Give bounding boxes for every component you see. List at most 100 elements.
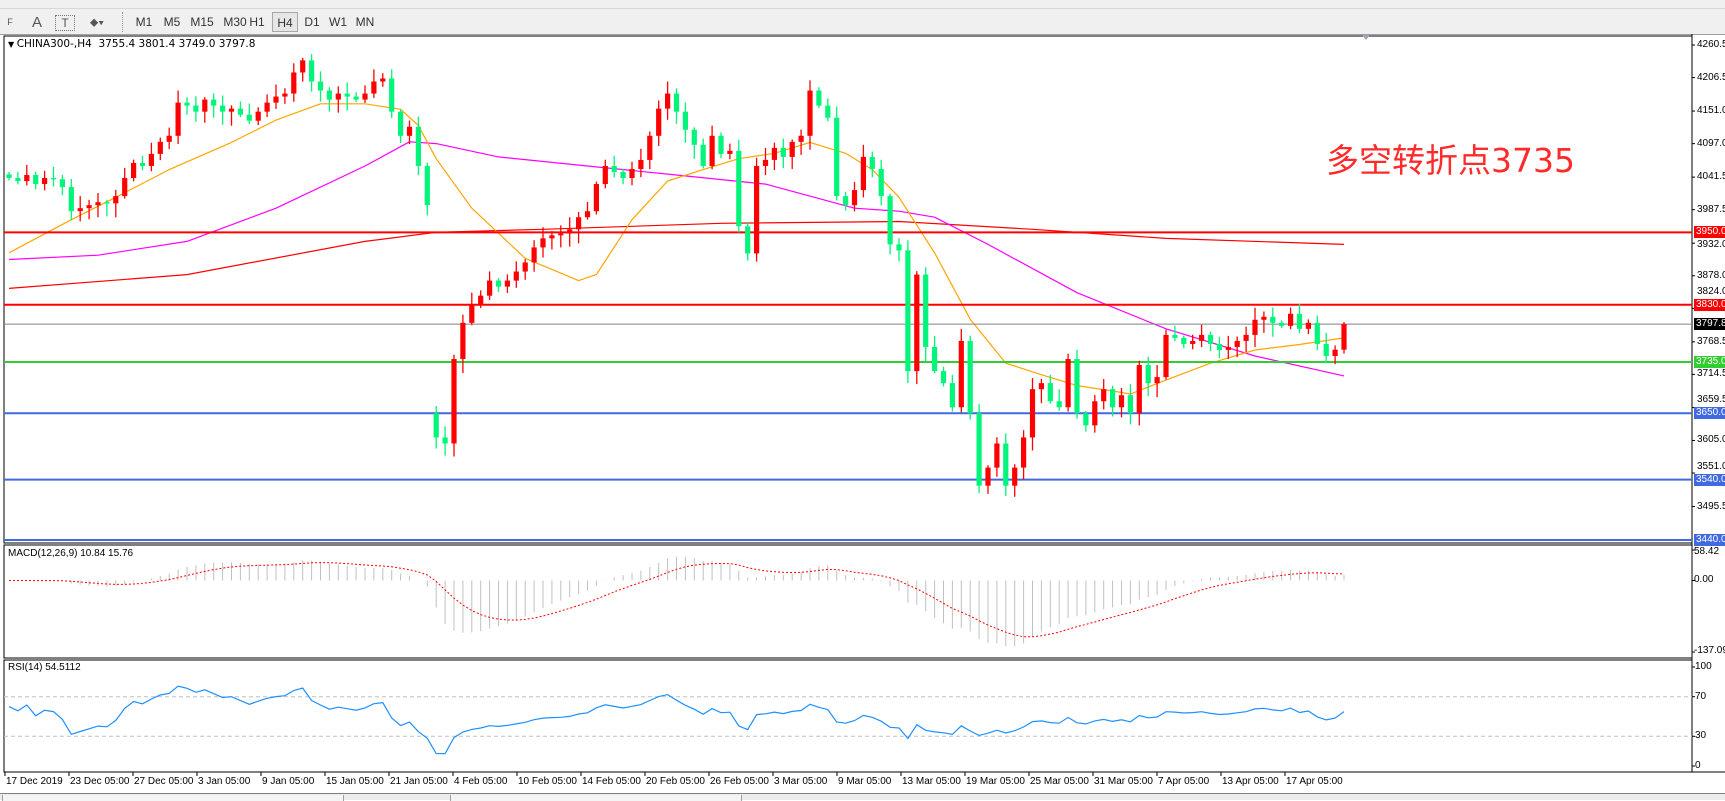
candle-body [789,141,795,157]
candle [1101,379,1107,410]
candle-body [1181,337,1187,344]
chart-tab[interactable] [450,795,742,801]
candle-body [15,178,21,182]
candle-body [1323,343,1329,356]
price-tick-label: 3659.5 [1697,394,1725,406]
price-tick-label: 3714.5 [1697,368,1725,380]
candle [851,181,858,212]
candle [1021,430,1027,480]
candle [433,406,439,449]
candle-body [42,178,48,185]
candle-body [665,93,671,109]
timeframe-button-d1[interactable]: D1 [304,15,320,29]
timeframe-button-m15[interactable]: M15 [190,15,214,29]
candle [1029,378,1036,451]
price-tick-label: 4260.5 [1697,39,1725,50]
candle [1136,360,1142,426]
candle [807,80,813,150]
timeframe-button-mn[interactable]: MN [355,15,375,29]
candle [522,259,528,280]
candle-body [1305,322,1311,329]
candle [148,142,154,172]
candle-body [967,340,973,414]
timeframe-button-m30[interactable]: M30 [223,15,247,29]
candle [576,211,582,244]
candle [442,426,448,456]
candle-body [104,202,110,204]
candle-body [540,238,546,248]
candle-body [415,126,421,166]
price-tick-label: 3605.0 [1697,434,1725,446]
time-axis-label: 17 Dec 2019 [6,776,63,787]
candle-body [843,196,849,206]
candle [958,328,964,413]
candle [1314,315,1320,351]
periods-grid-label: F [7,17,13,27]
candle [237,101,243,118]
time-axis-label: 9 Jan 05:00 [262,776,315,787]
candle [1190,334,1196,350]
candle-body [122,178,128,197]
collapse-triangle-icon[interactable]: ▼ [8,40,17,49]
timeframe-button-m5[interactable]: M5 [163,15,181,29]
candle-body [638,159,644,169]
timeframe-button-h4[interactable]: H4 [272,12,298,32]
candle [50,166,57,187]
periods-grid-icon[interactable]: F [2,12,18,32]
candle-body [584,211,591,218]
candle-body [202,99,208,112]
candle-body [246,114,252,121]
text-label-tool-icon[interactable]: T [55,15,75,31]
candle-body [1127,395,1133,414]
candle [531,240,537,272]
candle [932,335,938,374]
candle [175,90,181,144]
candle-body [273,96,279,103]
candle [1305,319,1311,335]
candle [976,404,982,493]
main-price-panel [3,35,1693,544]
candle-body [184,102,190,106]
candle-body [255,111,261,121]
chart-tab[interactable] [2,795,344,801]
candle-body [1101,389,1107,402]
candle [139,155,146,171]
candle [1207,331,1214,352]
candle-body [1038,383,1044,390]
candle [255,107,261,126]
candle [211,93,217,118]
timeframe-button-h1[interactable]: H1 [249,15,265,29]
candle-body [1047,383,1053,402]
candle [1216,336,1222,359]
macd-axis-label: 0.00 [1694,574,1714,586]
time-axis-label: 13 Apr 05:00 [1222,776,1279,787]
candle-body [905,250,911,372]
candle-body [1163,334,1169,378]
candle-body [406,126,413,136]
candle [451,354,457,457]
candle-body [656,108,662,136]
candle-body [237,108,243,115]
candle [1092,394,1098,433]
chart-toolbar: F A T ⬥▾ M1 M5 M15 M30 H1 H4 D1 W1 MN [0,9,1725,35]
candle [362,85,368,103]
time-axis-label: 20 Feb 05:00 [646,776,705,787]
candle [246,103,252,125]
candle [309,54,315,92]
candle [1110,385,1116,417]
candle [131,159,137,182]
candle [86,199,92,220]
arrows-tool-icon[interactable]: ⬥▾ [89,14,105,29]
candle [282,88,288,104]
candle [558,225,564,248]
candle-body [1288,313,1294,326]
timeframe-button-w1[interactable]: W1 [329,15,347,29]
candle [985,465,991,494]
candle [1038,378,1044,404]
candle-body [860,156,866,191]
candle-body [1172,334,1178,338]
text-tool-icon[interactable]: A [31,13,42,31]
time-axis-label: 3 Jan 05:00 [198,776,251,787]
timeframe-button-m1[interactable]: M1 [135,15,153,29]
